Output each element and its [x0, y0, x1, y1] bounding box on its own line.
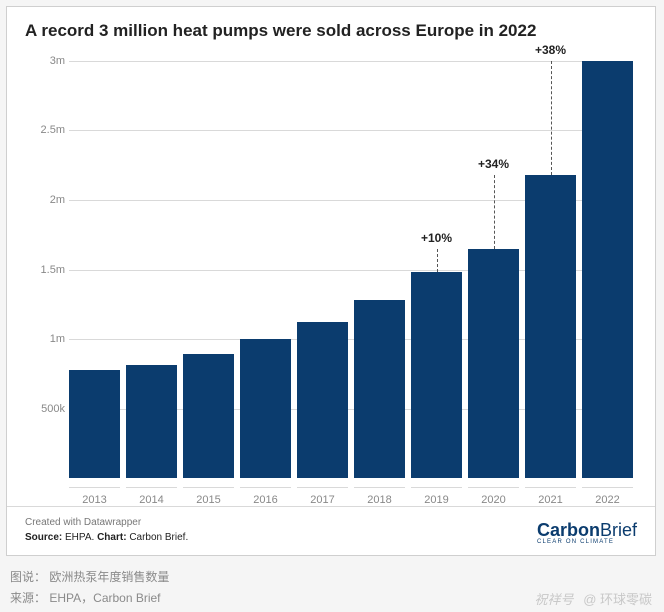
bar-slot [183, 61, 234, 478]
caption-text-1: 欧洲热泵年度销售数量 [49, 570, 169, 584]
annotation-line [437, 249, 438, 273]
y-axis-label: 1m [25, 333, 65, 345]
brand-logo: CarbonBrief CLEAR ON CLIMATE [537, 521, 637, 545]
x-axis-label: 2020 [468, 487, 519, 506]
x-axis-label: 2022 [582, 487, 633, 506]
brand-light: Brief [600, 520, 637, 540]
x-axis-label: 2017 [297, 487, 348, 506]
y-axis-label: 3m [25, 55, 65, 67]
annotation-label: +34% [478, 157, 509, 171]
y-axis-label: 2.5m [25, 124, 65, 136]
bar-slot [126, 61, 177, 478]
bar-slot [468, 61, 519, 478]
bars-container [69, 61, 633, 478]
bar [582, 61, 633, 478]
source-value: EHPA. [65, 532, 94, 543]
chart-title: A record 3 million heat pumps were sold … [7, 7, 655, 45]
caption-block: 图说： 欧洲热泵年度销售数量 来源： EHPA，Carbon Brief 祝祥号… [0, 562, 664, 612]
y-axis-label: 500k [25, 403, 65, 415]
annotation-line [551, 61, 552, 175]
watermark-icon: 祝祥号 [535, 592, 574, 607]
bar [69, 370, 120, 478]
bar [240, 339, 291, 478]
bar [297, 322, 348, 478]
bar-slot [69, 61, 120, 478]
x-axis-label: 2018 [354, 487, 405, 506]
x-axis-label: 2015 [183, 487, 234, 506]
annotation-line [494, 175, 495, 249]
bar-slot [582, 61, 633, 478]
created-with: Created with Datawrapper [25, 515, 188, 530]
annotation-label: +10% [421, 231, 452, 245]
watermark-text: @ 环球零碳 [583, 592, 652, 607]
bar [183, 354, 234, 478]
x-axis-label: 2013 [69, 487, 120, 506]
chart-footer: Created with Datawrapper Source: EHPA. C… [7, 506, 655, 555]
plot-area: 500k 1m 1.5m 2m 2.5m 3m +10% +34% +38% 2013 2014 2… [7, 45, 655, 506]
y-axis-label: 2m [25, 194, 65, 206]
x-axis-label: 2014 [126, 487, 177, 506]
x-axis-label: 2021 [525, 487, 576, 506]
bar-slot [240, 61, 291, 478]
bar [354, 300, 405, 478]
bar [525, 175, 576, 478]
bar [468, 249, 519, 478]
chart-credit-value: Carbon Brief. [129, 532, 188, 543]
watermark: 祝祥号 @ 环球零碳 [535, 589, 652, 608]
x-axis-label: 2019 [411, 487, 462, 506]
chart-credit-label: Chart: [97, 532, 126, 543]
brand-bold: Carbon [537, 520, 600, 540]
caption-label-1: 图说： [10, 570, 46, 584]
bar [126, 365, 177, 478]
footer-credits: Created with Datawrapper Source: EHPA. C… [25, 515, 188, 545]
bar-slot [297, 61, 348, 478]
annotation-label: +38% [535, 43, 566, 57]
bar-slot [354, 61, 405, 478]
chart-card: A record 3 million heat pumps were sold … [6, 6, 656, 556]
bar [411, 272, 462, 478]
x-axis-label: 2016 [240, 487, 291, 506]
source-label: Source: [25, 532, 62, 543]
y-axis-label: 1.5m [25, 264, 65, 276]
